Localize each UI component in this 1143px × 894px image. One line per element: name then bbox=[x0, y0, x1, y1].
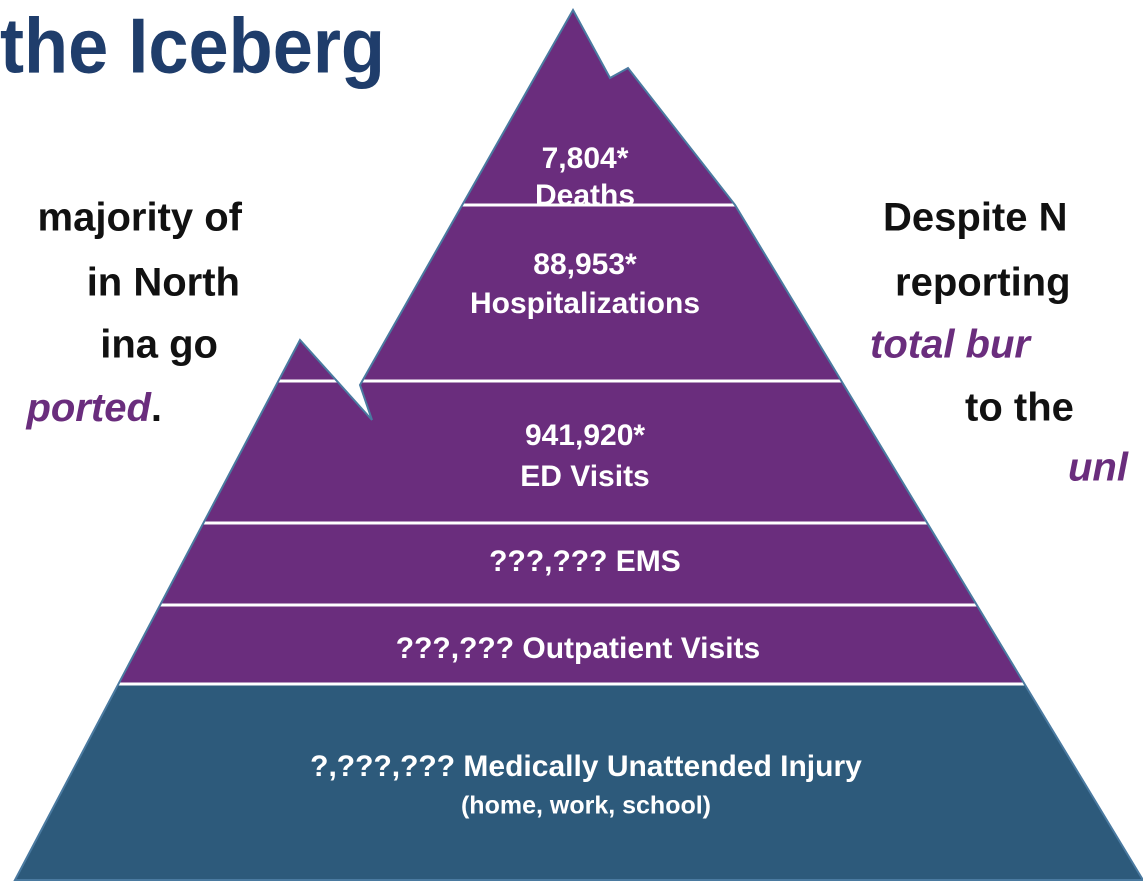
left-line: ina go bbox=[100, 323, 218, 367]
level-count: 7,804* bbox=[542, 142, 629, 175]
level-note: (home, work, school) bbox=[461, 792, 711, 820]
level-label: Deaths bbox=[535, 179, 635, 212]
right-line: Despite N bbox=[883, 196, 1068, 240]
level-label: ?,???,??? Medically Unattended Injury bbox=[310, 750, 862, 783]
level-count: 941,920* bbox=[525, 419, 645, 452]
title: the Iceberg bbox=[0, 2, 385, 90]
left-line: ported. bbox=[25, 386, 162, 430]
right-line: to the bbox=[965, 386, 1074, 430]
level-label: ???,??? Outpatient Visits bbox=[396, 632, 760, 665]
level-label: Hospitalizations bbox=[470, 287, 700, 320]
right-line: reporting bbox=[895, 261, 1071, 305]
level-label: ???,??? EMS bbox=[489, 545, 681, 578]
right-line: total bur bbox=[870, 323, 1032, 367]
left-text: majority of in North ina go ported. bbox=[25, 196, 242, 430]
pyramid-outline bbox=[13, 7, 1143, 881]
left-end: . bbox=[151, 386, 162, 430]
left-line: in North bbox=[87, 261, 240, 305]
right-line: unl bbox=[1068, 446, 1129, 490]
level-label: ED Visits bbox=[520, 460, 650, 493]
left-line: majority of bbox=[38, 196, 243, 240]
left-emphasis: ported bbox=[25, 386, 152, 430]
below-water bbox=[15, 684, 1143, 880]
level-count: 88,953* bbox=[533, 248, 637, 281]
right-text: Despite N reporting total bur to the unl bbox=[870, 196, 1129, 490]
